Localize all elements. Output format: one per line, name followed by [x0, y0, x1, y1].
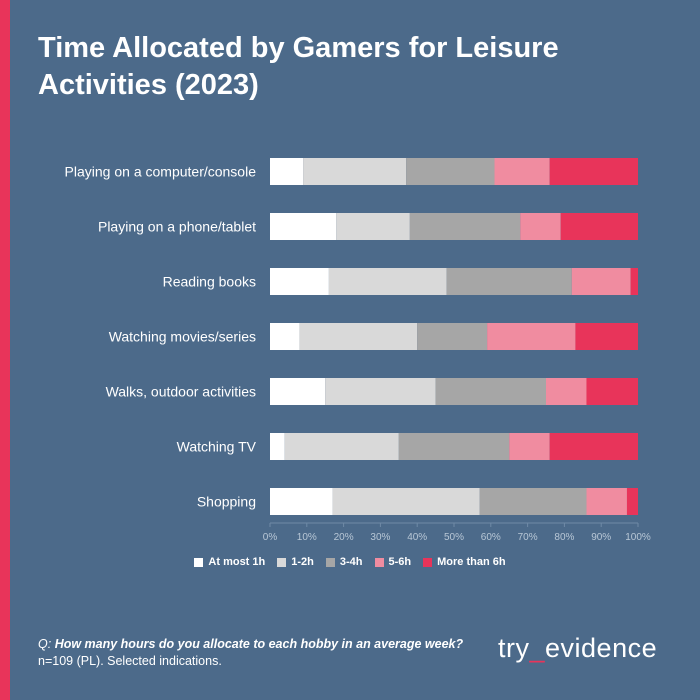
x-tick-label: 90%: [591, 532, 611, 543]
category-label: Reading books: [163, 274, 256, 290]
bar-segment: [270, 213, 337, 240]
bar-segment: [398, 433, 510, 460]
legend-label: 1-2h: [291, 556, 314, 568]
bar-segment: [520, 213, 561, 240]
x-tick-label: 70%: [518, 532, 538, 543]
category-label: Walks, outdoor activities: [106, 384, 256, 400]
bar-segment: [549, 433, 638, 460]
brand-logo: try_evidence: [498, 633, 657, 664]
sample-note: n=109 (PL). Selected indications.: [38, 654, 222, 668]
x-tick-label: 60%: [481, 532, 501, 543]
question-text: How many hours do you allocate to each h…: [54, 637, 464, 651]
bar-segment: [406, 158, 495, 185]
category-label: Shopping: [197, 494, 256, 510]
accent-stripe: [0, 0, 10, 700]
legend-label: 5-6h: [388, 556, 412, 568]
x-tick-label: 10%: [297, 532, 317, 543]
logo-part-1: try: [498, 633, 530, 663]
legend-swatch: [325, 557, 335, 567]
category-label: Playing on a computer/console: [65, 164, 257, 180]
survey-question: Q: How many hours do you allocate to eac…: [38, 636, 463, 653]
bar-segment: [487, 323, 576, 350]
x-tick-label: 30%: [370, 532, 390, 543]
chart-legend: At most 1h 1-2h 3-4h 5-6h More than 6h: [0, 556, 700, 568]
bar-segment: [270, 378, 326, 405]
bar-segment: [586, 488, 627, 515]
bar-segment: [303, 158, 407, 185]
bar-segment: [626, 488, 638, 515]
bar-segment: [270, 433, 285, 460]
bar-segment: [435, 378, 546, 405]
legend-item: 1-2h: [277, 556, 314, 568]
bar-segment: [479, 488, 587, 515]
legend-item: More than 6h: [423, 556, 506, 568]
footer-note: Q: How many hours do you allocate to eac…: [38, 636, 463, 670]
bar-segment: [560, 213, 638, 240]
logo-part-2: evidence: [545, 633, 658, 663]
bar-segment: [546, 378, 587, 405]
bar-segment: [586, 378, 638, 405]
x-tick-label: 40%: [407, 532, 427, 543]
question-prefix: Q:: [38, 637, 52, 651]
legend-label: At most 1h: [208, 556, 266, 568]
category-label: Playing on a phone/tablet: [98, 219, 256, 235]
legend-label: More than 6h: [437, 556, 506, 568]
bar-segment: [270, 488, 333, 515]
bar-segment: [325, 378, 436, 405]
bar-segment: [509, 433, 550, 460]
category-label: Watching movies/series: [109, 329, 256, 345]
x-tick-label: 0%: [263, 532, 278, 543]
bar-segment: [270, 268, 329, 295]
bar-segment: [336, 213, 410, 240]
bar-segment: [270, 158, 304, 185]
bar-segment: [630, 268, 638, 295]
chart-title: Time Allocated by Gamers for Leisure Act…: [38, 32, 559, 101]
legend-item: 3-4h: [325, 556, 363, 568]
bar-segment: [549, 158, 638, 185]
bar-segment: [328, 268, 447, 295]
bar-segment: [446, 268, 572, 295]
legend-item: At most 1h: [194, 556, 265, 568]
legend-item: 5-6h: [374, 556, 412, 568]
legend-swatch: [194, 557, 204, 567]
bar-segment: [494, 158, 550, 185]
x-tick-label: 20%: [334, 532, 354, 543]
x-tick-label: 50%: [444, 532, 464, 543]
bar-segment: [299, 323, 418, 350]
legend-swatch: [374, 557, 384, 567]
bar-segment: [332, 488, 480, 515]
bar-segment: [575, 323, 638, 350]
bar-segment: [571, 268, 631, 295]
logo-separator: _: [529, 633, 546, 663]
legend-label: 3-4h: [339, 556, 363, 568]
legend-swatch: [277, 557, 287, 567]
bar-segment: [284, 433, 399, 460]
x-tick-label: 80%: [554, 532, 574, 543]
category-label: Watching TV: [177, 439, 257, 455]
bar-segment: [409, 213, 521, 240]
x-tick-label: 100%: [625, 532, 651, 543]
legend-swatch: [423, 557, 433, 567]
bar-segment: [417, 323, 488, 350]
bar-segment: [270, 323, 300, 350]
